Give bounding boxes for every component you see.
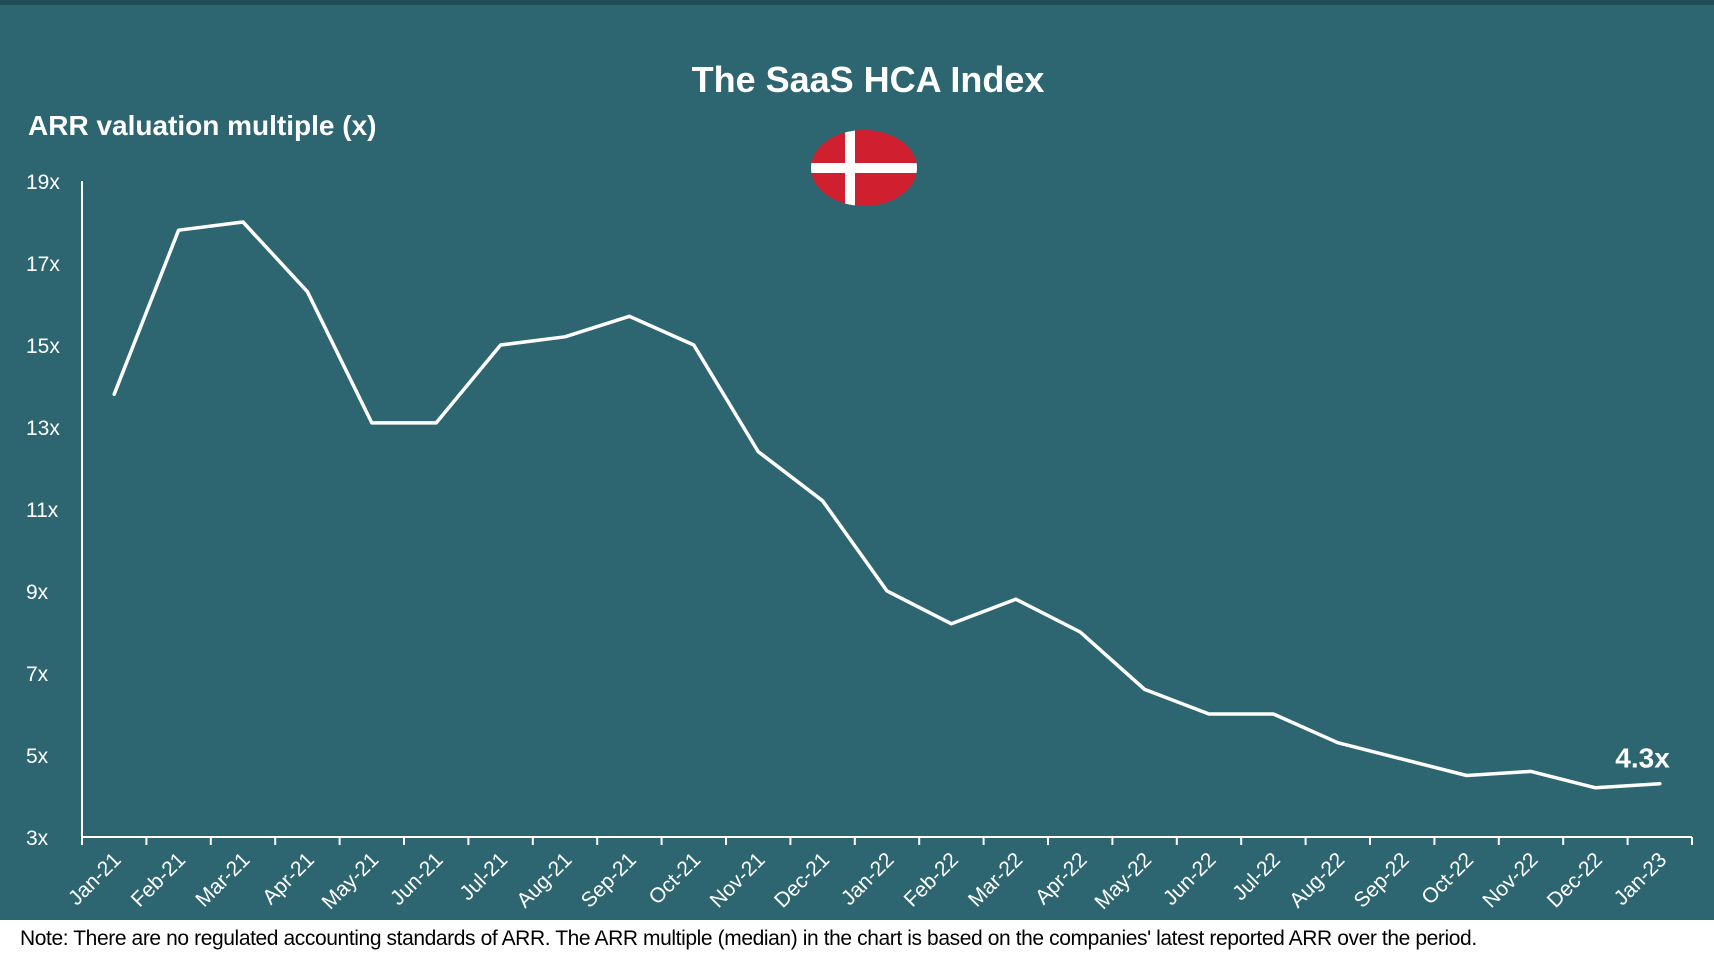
x-tick-label: Jul-21	[455, 848, 512, 905]
chart-panel: The SaaS HCA Index ARR valuation multipl…	[0, 0, 1714, 920]
x-tick-label: May-22	[1090, 848, 1156, 914]
y-tick-label: 7x	[26, 663, 49, 686]
data-point	[241, 220, 245, 224]
data-point	[1400, 757, 1404, 761]
y-tick-label: 5x	[26, 745, 49, 768]
flag-cross-horizontal	[811, 163, 917, 173]
y-tick-label: 15x	[26, 335, 60, 358]
data-point	[177, 228, 181, 232]
annotation-layer: 4.3x	[1615, 743, 1670, 774]
data-point	[1078, 630, 1082, 634]
x-tick-label: Jun-22	[1159, 848, 1221, 910]
x-tick-label: Jan-21	[64, 848, 126, 910]
x-tick-label: Jun-21	[386, 848, 448, 910]
denmark-flag-icon	[811, 130, 917, 206]
data-point	[112, 392, 116, 396]
y-tick-label: 9x	[26, 581, 49, 604]
data-point	[1014, 597, 1018, 601]
data-point	[434, 421, 438, 425]
y-axis-label: ARR valuation multiple (x)	[28, 110, 376, 141]
data-point	[627, 314, 631, 318]
data-point	[1593, 786, 1597, 790]
data-point	[885, 589, 889, 593]
series-layer	[112, 220, 1662, 790]
x-tick-label: Aug-22	[1285, 848, 1349, 912]
y-tick-label: 3x	[26, 827, 49, 850]
x-tick-label: Apr-22	[1031, 848, 1092, 909]
x-tick-label: Sep-21	[577, 848, 641, 912]
data-point	[563, 335, 567, 339]
x-tick-label: Apr-21	[258, 848, 319, 909]
y-axis-ticks: 3x 5x 7x 9x 11x 13x 15x 17x 19x	[26, 171, 60, 850]
data-point	[1271, 712, 1275, 716]
data-point	[1465, 774, 1469, 777]
x-tick-label: May-21	[318, 848, 384, 914]
chart-title: The SaaS HCA Index	[692, 59, 1045, 100]
x-tick-label: Feb-21	[127, 848, 190, 911]
data-label: 4.3x	[1615, 743, 1670, 774]
x-tick-label: Sep-22	[1350, 848, 1414, 912]
data-point	[821, 499, 825, 503]
x-tick-label: Jan-23	[1610, 848, 1672, 910]
y-tick-label: 11x	[26, 499, 59, 522]
axes	[81, 181, 1692, 838]
footnote: Note: There are no regulated accounting …	[20, 927, 1477, 950]
y-tick-label: 13x	[26, 417, 60, 440]
data-point	[1658, 782, 1662, 786]
data-point	[1207, 712, 1211, 716]
series-line	[112, 220, 1662, 790]
y-tick-label: 19x	[26, 171, 60, 194]
data-point	[499, 343, 503, 347]
data-point	[370, 421, 374, 425]
x-tick-label: Feb-22	[900, 848, 963, 911]
x-tick-label: Oct-22	[1417, 848, 1478, 909]
x-tick-label: Jul-22	[1228, 848, 1285, 905]
x-tick-label: Oct-21	[645, 848, 706, 909]
data-point	[949, 622, 953, 626]
x-tick-label: Mar-22	[964, 848, 1027, 911]
line-chart: The SaaS HCA Index ARR valuation multipl…	[26, 59, 1693, 914]
data-point	[305, 290, 309, 294]
data-point	[692, 343, 696, 347]
x-tick-label: Dec-22	[1543, 848, 1607, 912]
x-tick-label: Aug-21	[512, 848, 576, 912]
x-tick-label: Mar-21	[191, 848, 254, 911]
x-tick-label: Dec-21	[770, 848, 834, 912]
data-point	[756, 450, 760, 454]
x-tick-label: Nov-21	[706, 848, 770, 912]
x-tick-label: Nov-22	[1478, 848, 1542, 912]
y-tick-label: 17x	[26, 253, 60, 276]
data-point	[1336, 741, 1340, 745]
x-tick-label: Jan-22	[837, 848, 899, 910]
data-point	[1529, 769, 1533, 773]
data-point	[1143, 687, 1147, 691]
